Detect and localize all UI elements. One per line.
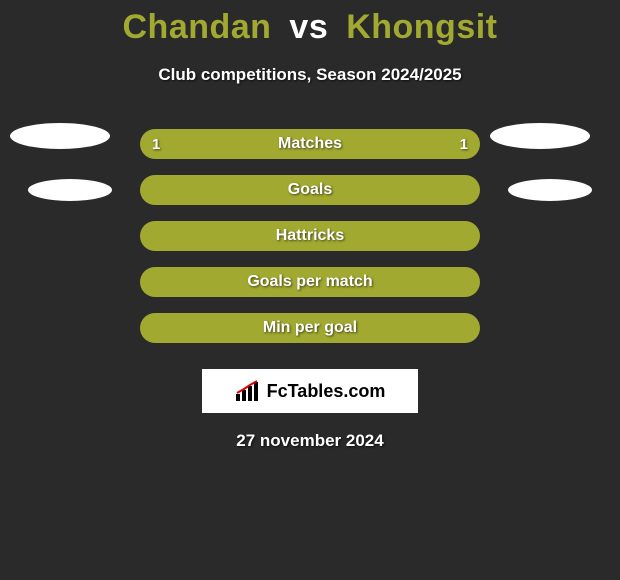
subtitle: Club competitions, Season 2024/2025	[0, 65, 620, 85]
stat-value-left: 1	[152, 136, 160, 153]
decoration-oval	[508, 179, 592, 201]
decoration-oval	[28, 179, 112, 201]
title-vs: vs	[289, 8, 328, 46]
root: Chandan vs Khongsit Club competitions, S…	[0, 0, 620, 580]
stat-value-right: 1	[460, 136, 468, 153]
stat-rows: 1 Matches 1 Goals Hattricks Goals per ma	[0, 121, 620, 351]
stat-label: Min per goal	[263, 319, 357, 337]
stat-label: Goals	[288, 181, 332, 199]
stat-pill: Goals per match	[140, 267, 480, 297]
stat-pill: 1 Matches 1	[140, 129, 480, 159]
stat-label: Matches	[278, 135, 342, 153]
stat-row-goals-per-match: Goals per match	[0, 259, 620, 305]
stat-pill: Goals	[140, 175, 480, 205]
stat-pill: Min per goal	[140, 313, 480, 343]
attribution-text: FcTables.com	[267, 381, 386, 402]
stat-row-min-per-goal: Min per goal	[0, 305, 620, 351]
stat-pill: Hattricks	[140, 221, 480, 251]
barchart-icon	[235, 380, 261, 402]
title-player1: Chandan	[123, 8, 272, 46]
decoration-oval	[490, 123, 590, 149]
date-text: 27 november 2024	[0, 431, 620, 451]
stat-label: Hattricks	[276, 227, 344, 245]
attribution-logo: FcTables.com	[235, 380, 386, 402]
decoration-oval	[10, 123, 110, 149]
title-player2: Khongsit	[346, 8, 497, 46]
page-title: Chandan vs Khongsit	[0, 0, 620, 47]
stat-label: Goals per match	[247, 273, 372, 291]
attribution-logo-box: FcTables.com	[202, 369, 418, 413]
stat-row-hattricks: Hattricks	[0, 213, 620, 259]
